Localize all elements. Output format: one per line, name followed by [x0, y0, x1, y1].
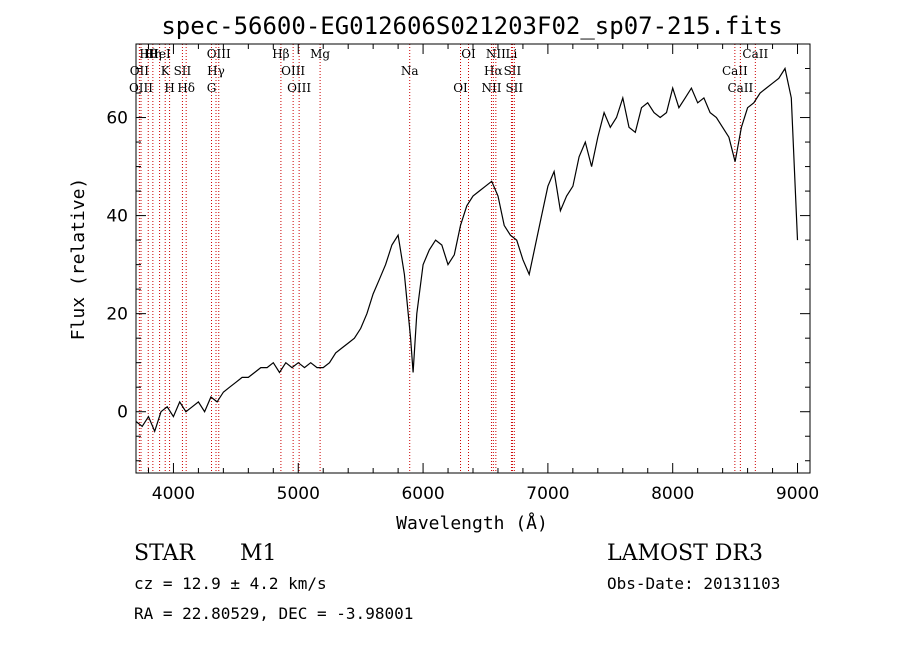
x-axis-label: Wavelength (Å) — [396, 512, 548, 534]
spectral-lines-layer: HθOIIOIIIHηKHHeISIIHδOIIIHγGHβOIIIOIIIMg… — [129, 44, 768, 473]
chart-title: spec-56600-EG012606S021203F02_sp07-215.f… — [161, 12, 782, 40]
redshift-text: cz = 12.9 ± 4.2 km/s — [134, 574, 327, 593]
spectral-line-label: NII — [486, 47, 506, 61]
x-tick-label: 9000 — [776, 484, 819, 504]
spectral-line-label: SII — [505, 81, 523, 95]
spectral-line-label: Hδ — [177, 81, 195, 95]
spectral-line-label: H — [164, 81, 174, 95]
spectral-line-label: Li — [506, 47, 518, 61]
spectral-line-label: Hη — [144, 47, 162, 61]
spectral-line-label: Hα — [484, 64, 503, 78]
flux-layer — [135, 66, 799, 434]
spectral-line-label: OII — [130, 64, 150, 78]
spectral-line-label: SII — [504, 64, 522, 78]
spectral-line-label: HeI — [148, 47, 171, 61]
spectral-line-label: CaII — [742, 47, 768, 61]
x-tick-label: 5000 — [277, 484, 320, 504]
x-tick-label: 7000 — [526, 484, 569, 504]
object-subclass: M1 — [240, 541, 277, 566]
obs-date: Obs-Date: 20131103 — [607, 574, 781, 593]
spectral-line-label: Hγ — [207, 64, 225, 78]
object-class: STAR — [134, 541, 195, 566]
spectral-line-label: OI — [453, 81, 468, 95]
y-tick-label: 20 — [106, 305, 128, 325]
spectral-line-label: OIII — [129, 81, 153, 95]
coordinates: RA = 22.80529, DEC = -3.98001 — [134, 604, 414, 623]
y-tick-label: 60 — [106, 109, 128, 129]
spectral-line-label: OI — [461, 47, 476, 61]
spectral-line-label: SII — [174, 64, 192, 78]
spectral-line-label: Mg — [310, 47, 330, 61]
spectral-line-label: CaII — [722, 64, 748, 78]
ticks-layer: 4000 5000 6000 7000 8000 9000 0 20 40 60 — [106, 44, 819, 504]
y-axis-label: Flux (relative) — [68, 178, 89, 341]
spectral-line-label: NII — [481, 81, 501, 95]
spectral-line-label: G — [207, 81, 217, 95]
spectral-line-label: OIII — [281, 64, 305, 78]
x-tick-label: 6000 — [401, 484, 444, 504]
spectral-line-label: Hβ — [272, 47, 289, 61]
y-tick-label: 40 — [106, 207, 128, 227]
x-tick-label: 8000 — [651, 484, 694, 504]
survey-name: LAMOST DR3 — [607, 541, 763, 566]
spectral-line-label: OIII — [287, 81, 311, 95]
y-tick-label: 0 — [117, 403, 128, 423]
spectral-line-label: K — [161, 64, 171, 78]
x-tick-label: 4000 — [152, 484, 195, 504]
spectral-line-label: Na — [401, 64, 419, 78]
spectral-line-label: OIII — [207, 47, 231, 61]
spectral-line-label: CaII — [727, 81, 753, 95]
flux-series-line — [135, 66, 799, 434]
